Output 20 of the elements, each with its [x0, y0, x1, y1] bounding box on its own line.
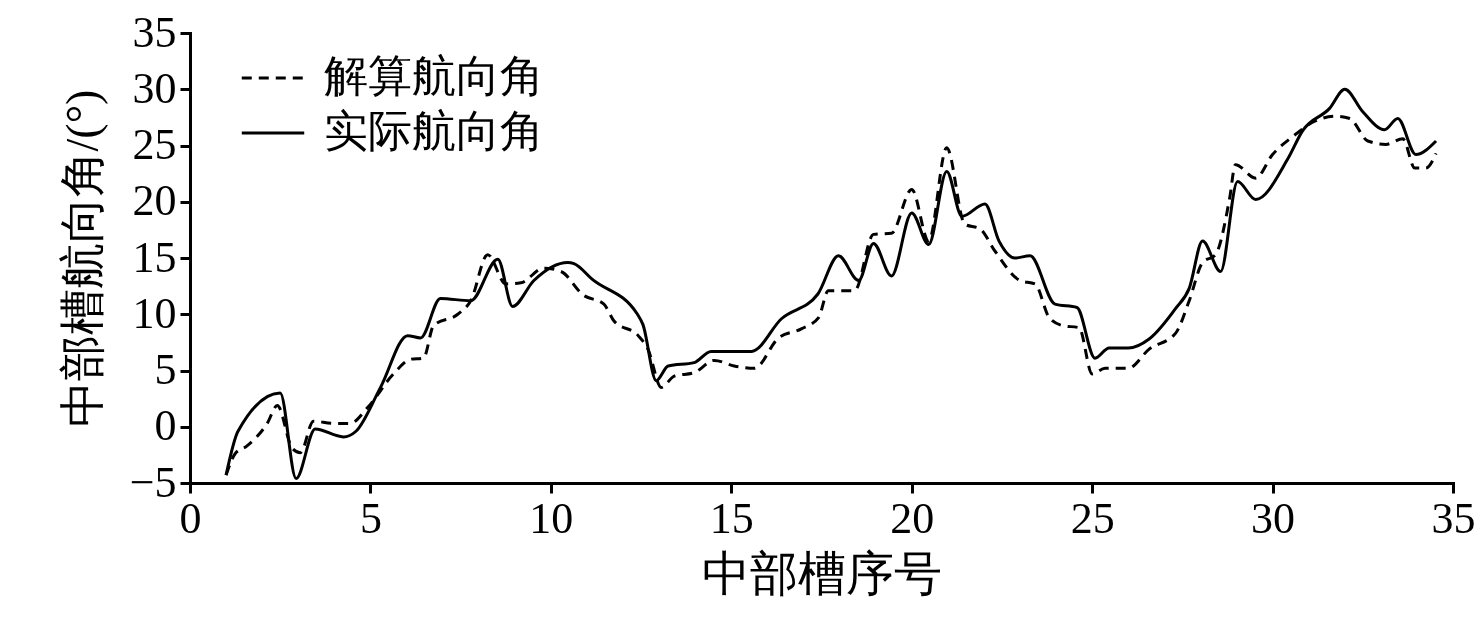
x-tick-label: 15: [709, 493, 754, 543]
y-axis-title: 中部槽航向角/(°): [56, 89, 108, 428]
y-tick-label: 35: [132, 7, 177, 57]
x-tick-label: 35: [1431, 493, 1476, 543]
x-tick-label: 10: [529, 493, 574, 543]
y-tick-label: 5: [154, 345, 177, 394]
y-tick-label: 0: [154, 401, 177, 451]
legend-label: 实际航向角: [324, 107, 544, 156]
x-axis-title: 中部槽序号: [702, 546, 942, 600]
x-tick-label: 25: [1070, 493, 1115, 543]
y-tick-label: 20: [132, 176, 177, 226]
y-tick-label: −5: [129, 457, 177, 507]
y-tick-label: 10: [132, 288, 177, 338]
y-tick-label: 30: [132, 63, 177, 113]
y-tick-label: 25: [132, 120, 177, 169]
x-tick-label: 5: [359, 493, 382, 543]
x-tick-label: 20: [890, 493, 935, 543]
legend-label: 解算航向角: [324, 52, 544, 101]
x-tick-label: 30: [1251, 493, 1296, 543]
y-tick-label: 15: [132, 232, 177, 282]
